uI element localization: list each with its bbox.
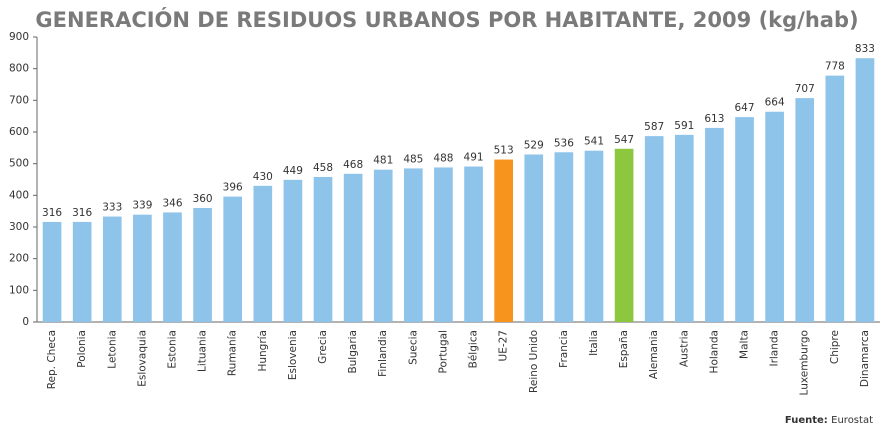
bar <box>223 196 243 322</box>
value-label: 488 <box>433 152 453 164</box>
x-tick-label: Hungría <box>257 330 269 372</box>
value-label: 449 <box>283 165 303 177</box>
value-label: 547 <box>614 134 634 146</box>
bar <box>283 179 303 322</box>
bar <box>825 75 845 322</box>
x-tick-label: Estonia <box>166 330 178 369</box>
x-tick-label: Suecia <box>407 330 419 365</box>
source-label: Fuente: <box>785 415 828 426</box>
x-tick-label: Italia <box>588 330 600 356</box>
x-tick-label: Bulgaria <box>347 330 359 374</box>
value-label: 316 <box>42 207 62 219</box>
value-label: 833 <box>855 43 875 55</box>
bar <box>554 152 574 322</box>
value-label: 707 <box>795 83 815 95</box>
y-tick-label: 600 <box>9 126 29 138</box>
bar <box>404 168 423 322</box>
x-tick-label: Francia <box>558 330 570 368</box>
x-tick-label: Alemania <box>648 330 660 379</box>
value-label: 346 <box>162 197 182 209</box>
y-tick-label: 700 <box>9 94 29 106</box>
x-tick-label: Letonia <box>106 330 118 369</box>
value-label: 430 <box>253 171 273 183</box>
value-label: 778 <box>825 61 845 73</box>
x-tick-label: Reino Unido <box>528 330 540 393</box>
bar <box>524 154 544 322</box>
value-label: 468 <box>343 159 363 171</box>
x-tick-label: Irlanda <box>769 330 781 367</box>
x-tick-label: UE-27 <box>498 330 510 361</box>
bar <box>373 169 393 322</box>
x-tick-label: Malta <box>739 330 751 359</box>
y-tick-label: 400 <box>9 189 29 201</box>
x-tick-label: Luxemburgo <box>799 330 811 395</box>
x-tick-label: Dinamarca <box>859 330 871 387</box>
bar <box>313 176 333 322</box>
source-text: Eurostat <box>831 415 873 426</box>
value-label: 529 <box>524 139 544 151</box>
x-tick-label: Chipre <box>829 330 841 364</box>
bar <box>765 111 784 322</box>
bar <box>705 127 724 322</box>
x-tick-label: Rep. Checa <box>46 330 58 389</box>
value-label: 591 <box>674 120 694 132</box>
y-tick-label: 0 <box>22 316 29 328</box>
y-tick-label: 300 <box>9 221 29 233</box>
value-label: 664 <box>765 97 785 109</box>
x-tick-label: España <box>618 330 630 368</box>
x-tick-label: Portugal <box>437 330 449 374</box>
x-tick-label: Rumanía <box>227 330 239 376</box>
x-tick-label: Bélgica <box>468 330 480 368</box>
value-label: 587 <box>644 121 664 133</box>
bar <box>193 208 212 322</box>
value-label: 316 <box>72 207 92 219</box>
bar <box>644 136 664 322</box>
value-label: 396 <box>223 182 243 194</box>
y-tick-label: 100 <box>9 284 29 296</box>
bar <box>464 166 483 322</box>
value-label: 647 <box>734 102 754 114</box>
x-tick-label: Finlandia <box>377 330 389 377</box>
value-label: 339 <box>132 200 152 212</box>
value-label: 541 <box>584 136 604 148</box>
x-tick-label: Lituania <box>197 330 209 372</box>
value-label: 536 <box>554 137 574 149</box>
bar <box>163 212 182 322</box>
chart-title: GENERACIÓN DE RESIDUOS URBANOS POR HABIT… <box>35 7 858 32</box>
y-tick-label: 200 <box>9 253 29 265</box>
value-label: 613 <box>704 113 724 125</box>
x-tick-label: Eslovaquia <box>136 330 148 387</box>
bar <box>674 134 694 322</box>
bar <box>253 185 273 322</box>
x-tick-label: Austria <box>678 330 690 367</box>
source: Fuente: Eurostat <box>785 414 873 426</box>
x-tick-label: Polonia <box>76 330 88 368</box>
value-label: 491 <box>464 152 484 164</box>
value-label: 513 <box>494 145 514 157</box>
bar <box>72 221 92 322</box>
bar <box>494 159 513 322</box>
bar <box>434 167 453 322</box>
value-label: 485 <box>403 153 423 165</box>
value-label: 458 <box>313 162 333 174</box>
value-label: 333 <box>102 202 122 214</box>
bar <box>795 98 815 322</box>
bar <box>102 216 122 322</box>
bar <box>133 214 152 322</box>
y-tick-label: 500 <box>9 158 29 170</box>
y-tick-label: 900 <box>9 31 29 43</box>
value-label: 481 <box>373 155 393 167</box>
bar <box>735 117 754 322</box>
value-label: 360 <box>193 193 213 205</box>
y-tick-label: 800 <box>9 63 29 75</box>
bar <box>855 58 875 322</box>
x-tick-label: Holanda <box>708 330 720 373</box>
bar <box>614 148 634 322</box>
x-tick-label: Eslovenia <box>287 330 299 380</box>
bar <box>343 173 363 322</box>
x-tick-label: Grecia <box>317 330 329 364</box>
bar <box>42 221 62 322</box>
bar <box>584 150 604 322</box>
